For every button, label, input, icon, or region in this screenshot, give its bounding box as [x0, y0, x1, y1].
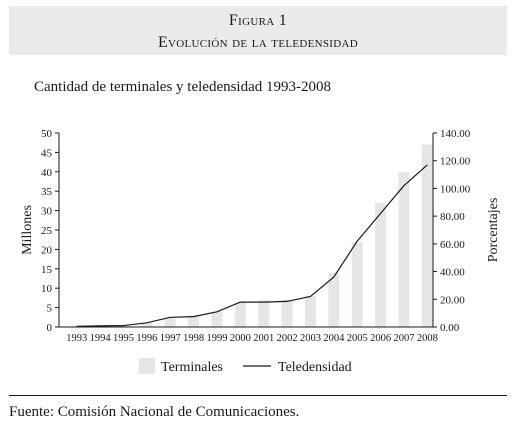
y-tick-label-left: 5	[47, 303, 53, 315]
chart-subtitle: Cantidad de terminales y teledensidad 19…	[34, 79, 332, 95]
bar-terminales-2004	[328, 272, 340, 327]
x-tick-label: 1997	[160, 333, 181, 344]
x-tick-label: 2003	[300, 333, 321, 344]
bar-terminales-1998	[188, 315, 200, 327]
x-tick-label: 2005	[347, 333, 368, 344]
bar-terminales-1997	[164, 317, 176, 327]
y-tick-label-right: 80.00	[440, 211, 465, 223]
x-tick-label: 1996	[136, 333, 157, 344]
y-tick-label-right: 120.00	[440, 156, 471, 168]
y-tick-label-right: 60.00	[440, 239, 465, 251]
bar-terminales-2008	[421, 144, 433, 327]
x-tick-label: 2001	[253, 333, 274, 344]
y-tick-label-left: 50	[41, 128, 53, 140]
y-tick-label-left: 40	[41, 167, 53, 179]
bar-terminales-2006	[375, 202, 387, 327]
legend-label-terminales: Terminales	[161, 360, 223, 375]
x-tick-label: 2000	[230, 333, 251, 344]
bar-terminales-1999	[211, 311, 223, 327]
bar-terminales-2000	[234, 301, 246, 327]
legend-label-teledensidad: Teledensidad	[278, 360, 352, 375]
y-axis-title-left: Millones	[20, 205, 35, 255]
y-tick-label-left: 0	[47, 322, 53, 334]
x-tick-label: 1993	[66, 333, 87, 344]
y-tick-label-right: 40.00	[440, 267, 465, 279]
bar-terminales-2007	[398, 171, 410, 327]
figure-title: Evolución de la teledensidad	[157, 34, 359, 51]
bar-terminales-2005	[351, 241, 363, 327]
y-tick-label-right: 100.00	[440, 183, 471, 195]
x-tick-label: 2002	[277, 333, 298, 344]
x-tick-label: 2008	[417, 333, 438, 344]
y-tick-label-right: 140.00	[440, 128, 471, 140]
chart: 0 5 10 15 20 25 30 35 40 45 50 0.00 20.00 40.00 60.00 8…	[20, 128, 501, 375]
y-tick-label-left: 15	[41, 264, 53, 276]
y-tick-label-left: 30	[41, 206, 53, 218]
x-tick-label: 2004	[323, 333, 345, 344]
x-tick-label: 1995	[113, 333, 134, 344]
y-tick-label-left: 35	[41, 186, 53, 198]
source-note: Fuente: Comisión Nacional de Comunicacio…	[9, 404, 300, 420]
y-axis-title-right: Porcentajes	[486, 198, 501, 263]
footer-divider	[9, 395, 507, 396]
x-tick-label: 1999	[206, 333, 227, 344]
x-tick-label: 2007	[393, 333, 414, 344]
x-tick-label: 1998	[183, 333, 204, 344]
y-tick-label-left: 45	[41, 147, 53, 159]
figure-label: Figura 1	[228, 12, 288, 29]
line-teledensidad	[76, 164, 428, 327]
y-tick-label-left: 20	[41, 244, 53, 256]
y-tick-label-right: 0.00	[440, 322, 460, 334]
y-tick-label-left: 10	[41, 283, 53, 295]
x-tick-label: 1994	[90, 333, 112, 344]
x-tick-label: 2006	[370, 333, 391, 344]
bar-terminales-2003	[304, 296, 316, 327]
y-tick-label-right: 20.00	[440, 294, 465, 306]
figure-header: Figura 1 Evolución de la teledensidad	[9, 6, 507, 55]
bar-terminales-1993	[71, 325, 83, 327]
bar-terminales-1996	[141, 323, 153, 327]
bar-terminales-2002	[281, 299, 293, 327]
y-tick-label-left: 25	[41, 225, 53, 237]
bar-terminales-2001	[258, 299, 270, 327]
legend-swatch-terminales	[139, 358, 155, 374]
